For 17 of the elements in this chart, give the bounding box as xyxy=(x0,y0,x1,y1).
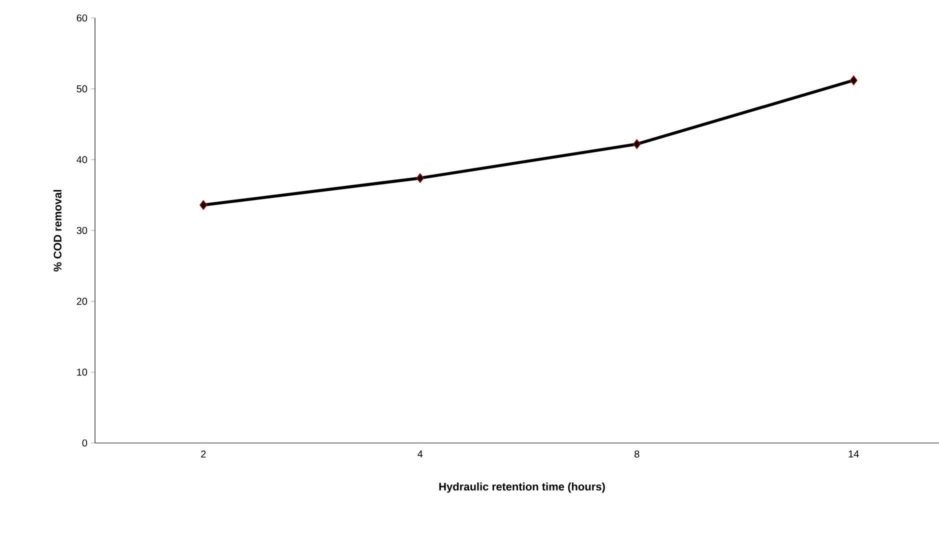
y-tick-label: 40 xyxy=(76,156,88,164)
y-tick-label: 60 xyxy=(76,14,88,22)
x-tick-label: 4 xyxy=(418,450,423,458)
y-tick-label: 0 xyxy=(82,439,88,447)
x-tick-label: 2 xyxy=(201,450,206,458)
y-axis-title: % COD removal xyxy=(53,190,62,272)
point xyxy=(850,75,858,86)
point xyxy=(200,200,208,210)
x-tick-label: 14 xyxy=(848,450,859,458)
y-tick-label: 20 xyxy=(76,298,88,305)
y-tick-label: 30 xyxy=(76,226,88,234)
point xyxy=(633,139,641,149)
x-axis-title: Hydraulic retention time (hours) xyxy=(439,482,605,493)
x-tick-label: 8 xyxy=(634,450,640,458)
y-tick-label: 10 xyxy=(77,368,88,376)
point xyxy=(416,173,424,183)
y-tick-label: 50 xyxy=(76,85,88,92)
